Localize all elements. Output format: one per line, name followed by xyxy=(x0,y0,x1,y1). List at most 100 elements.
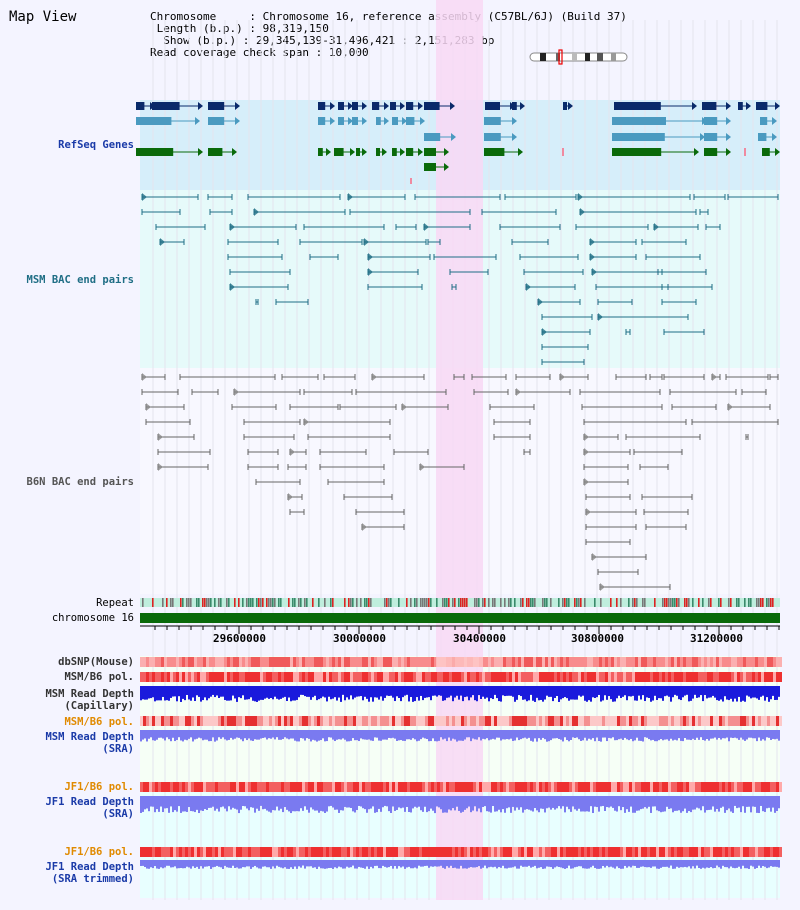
read-depth-bar xyxy=(478,860,480,867)
read-depth-bar xyxy=(174,860,176,867)
read-depth-bar xyxy=(250,686,252,698)
read-depth-bar xyxy=(774,796,776,813)
read-depth-bar xyxy=(518,730,520,741)
heat-cell xyxy=(668,782,671,792)
heat-cell xyxy=(776,847,779,857)
read-depth-bar xyxy=(228,730,230,740)
heat-cell xyxy=(485,657,488,667)
read-depth-bar xyxy=(376,860,378,866)
read-depth-bar xyxy=(630,730,632,739)
read-depth-bar xyxy=(168,730,170,740)
read-depth-bar xyxy=(736,796,738,809)
read-depth-bar xyxy=(504,686,506,697)
heat-cell xyxy=(440,847,443,857)
repeat-element xyxy=(474,598,476,607)
read-depth-bar xyxy=(568,860,570,866)
heat-cell xyxy=(479,782,482,792)
heat-cell xyxy=(380,657,383,667)
read-depth-bar xyxy=(580,686,582,697)
heat-cell xyxy=(461,716,464,726)
repeat-element xyxy=(736,598,738,607)
repeat-element xyxy=(226,598,228,607)
read-depth-bar xyxy=(612,730,614,738)
heat-cell xyxy=(428,657,431,667)
heat-cell xyxy=(335,716,338,726)
track-label-refseq[interactable]: RefSeq Genes xyxy=(58,139,134,151)
read-depth-bar xyxy=(230,686,232,701)
read-depth-bar xyxy=(744,860,746,869)
heat-cell xyxy=(752,847,755,857)
read-depth-bar xyxy=(340,796,342,811)
gene-exon xyxy=(612,117,666,125)
read-depth-bar xyxy=(404,860,406,869)
read-depth-bar xyxy=(594,730,596,742)
read-depth-bar xyxy=(390,796,392,813)
gene-strand-arrow xyxy=(400,102,405,110)
read-depth-bar xyxy=(546,730,548,742)
read-depth-bar xyxy=(444,860,446,869)
heat-cell xyxy=(509,672,512,682)
read-depth-bar xyxy=(614,860,616,869)
read-depth-bar xyxy=(442,686,444,701)
read-depth-bar xyxy=(272,730,274,738)
heat-cell xyxy=(185,782,188,792)
heat-cell xyxy=(206,716,209,726)
heat-cell xyxy=(293,657,296,667)
heat-cell xyxy=(674,782,677,792)
heat-cell xyxy=(473,782,476,792)
heat-cell xyxy=(230,847,233,857)
heat-cell xyxy=(773,716,776,726)
read-depth-bar xyxy=(764,860,766,867)
read-depth-bar xyxy=(348,730,350,742)
gene-exon xyxy=(704,148,718,156)
heat-cell xyxy=(182,782,185,792)
heat-cell xyxy=(620,782,623,792)
heat-cell xyxy=(428,782,431,792)
repeat-element xyxy=(670,598,672,607)
read-depth-bar xyxy=(470,686,472,698)
read-depth-bar xyxy=(266,730,268,740)
read-depth-bar xyxy=(388,796,390,812)
read-depth-bar xyxy=(460,860,462,866)
read-depth-bar xyxy=(408,860,410,867)
heat-cell xyxy=(662,672,665,682)
heat-cell xyxy=(311,657,314,667)
read-depth-bar xyxy=(178,730,180,738)
read-depth-bar xyxy=(358,796,360,806)
heat-cell xyxy=(719,716,722,726)
repeat-element xyxy=(760,598,762,607)
gene-exon xyxy=(338,117,344,125)
read-depth-bar xyxy=(546,796,548,809)
read-depth-bar xyxy=(332,730,334,740)
read-depth-bar xyxy=(378,686,380,700)
heat-cell xyxy=(557,716,560,726)
track-label-b6n-bac[interactable]: B6N BAC end pairs xyxy=(26,476,134,488)
gene-exon xyxy=(758,133,767,141)
read-depth-bar xyxy=(244,860,246,868)
bac-end-arrow xyxy=(424,223,429,231)
repeat-element xyxy=(482,598,484,607)
read-depth-bar xyxy=(290,796,292,814)
repeat-element xyxy=(428,598,430,607)
heat-cell xyxy=(503,782,506,792)
heat-cell xyxy=(308,657,311,667)
read-depth-bar xyxy=(680,686,682,701)
heat-cell xyxy=(716,672,719,682)
read-depth-bar xyxy=(426,686,428,698)
read-depth-bar xyxy=(488,686,490,702)
heat-cell xyxy=(221,847,224,857)
read-depth-bar xyxy=(264,730,266,738)
track-label-msm-bac[interactable]: MSM BAC end pairs xyxy=(26,274,134,286)
read-depth-bar xyxy=(704,860,706,869)
read-depth-bar xyxy=(496,796,498,812)
read-depth-bar xyxy=(548,686,550,697)
heat-cell xyxy=(461,782,464,792)
heat-cell xyxy=(497,782,500,792)
heat-cell xyxy=(752,716,755,726)
heat-cell xyxy=(314,782,317,792)
heat-cell xyxy=(680,847,683,857)
gene-strand-arrow xyxy=(420,117,425,125)
ideogram-band xyxy=(585,53,590,61)
